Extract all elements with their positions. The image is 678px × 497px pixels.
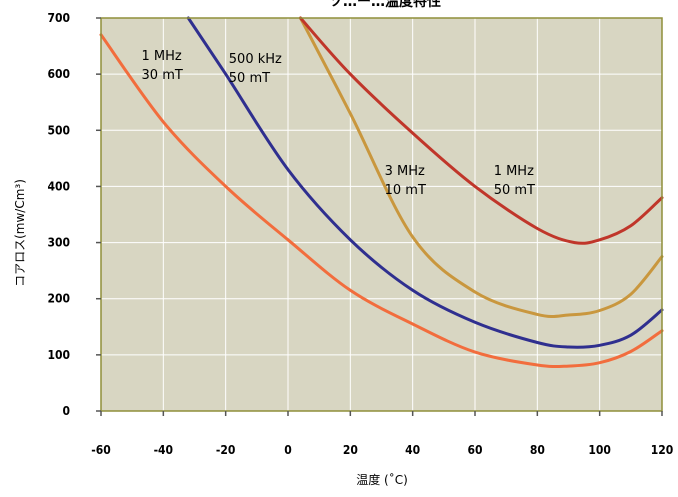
y-tick-label: 700 [47,11,70,25]
x-tick-label: 20 [343,443,358,457]
x-tick-label: 100 [588,443,611,457]
y-tick-label: 100 [47,348,70,362]
grid [101,18,662,411]
annotation-line2-2: 10 mT [385,183,426,198]
series-line-1 [186,16,664,349]
y-tick-label: 600 [47,67,70,81]
y-tick-label: 500 [47,123,70,137]
x-tick-label: -60 [91,443,111,457]
x-tick-label: -20 [216,443,236,457]
x-tick-label: 0 [284,443,292,457]
x-axis-title: 温度 (˚C) [356,472,408,487]
x-tick-label: -40 [154,443,174,457]
annotation-line2-0: 30 mT [142,68,183,83]
x-tick-label: 60 [467,443,482,457]
annotation-line1-2: 3 MHz [385,164,425,179]
x-tick-label: 40 [405,443,420,457]
series-lines [99,16,664,369]
plot-border [100,17,663,412]
plot-area [101,18,662,411]
annotation-line2-3: 50 mT [494,183,535,198]
annotation-line1-1: 500 kHz [229,52,282,67]
y-tick-label: 0 [62,404,70,418]
annotations: 1 MHz 30 mT 500 kHz 50 mT 3 MHz 10 mT 1 MHz 50 … [142,49,536,198]
annotation-line1-0: 1 MHz [142,49,182,64]
y-tick-label: 200 [47,292,70,306]
annotation-line1-3: 1 MHz [494,164,534,179]
annotation-line2-1: 50 mT [229,71,270,86]
plot-frame [96,17,663,416]
y-axis-title: コアロス(mw/Cm³) [13,179,27,287]
series-line-2 [299,16,664,318]
series-line-0 [99,33,664,369]
y-tick-label: 400 [47,179,70,193]
chart-title: ソ…ー…温度特性 [329,0,441,10]
series-line-3 [299,16,664,245]
x-tick-label: 120 [651,443,674,457]
y-tick-label: 300 [47,236,70,250]
plot-background [101,18,662,411]
x-tick-label: 80 [530,443,545,457]
tick-labels: -60 -40 -20 0 20 40 60 80 100 120 0 100 200 300 400 500… [47,11,673,457]
